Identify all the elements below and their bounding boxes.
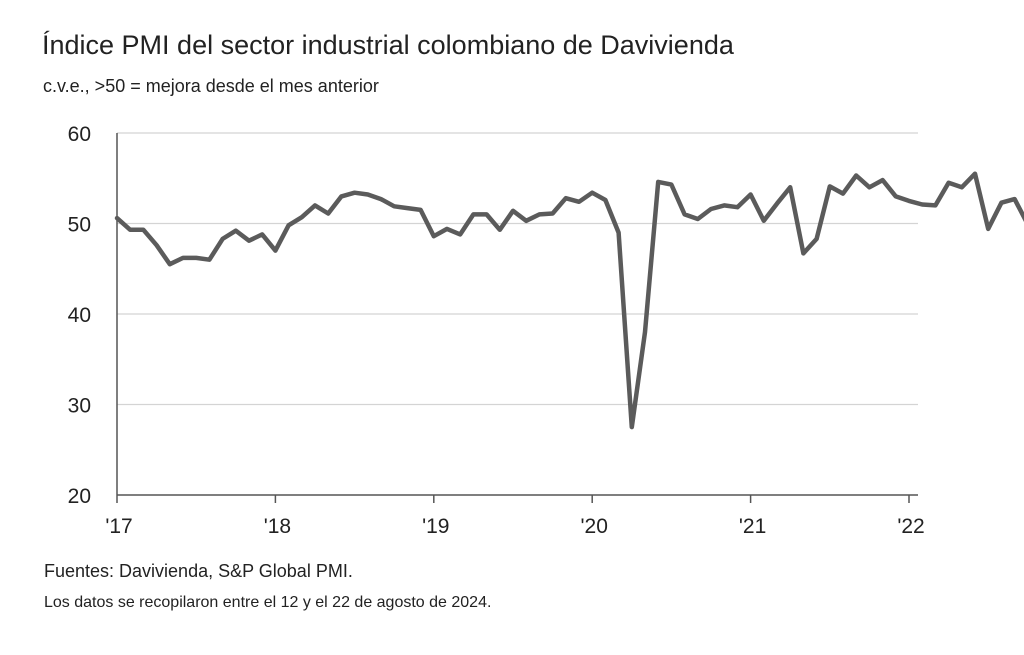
x-tick-label: '17 bbox=[105, 515, 132, 538]
y-tick-label: 40 bbox=[68, 304, 91, 327]
source-note: Fuentes: Davivienda, S&P Global PMI. bbox=[44, 561, 353, 581]
y-tick-label: 60 bbox=[68, 123, 91, 146]
y-tick-label: 30 bbox=[68, 395, 91, 418]
x-tick-label: '22 bbox=[897, 515, 924, 538]
series-line-pmi bbox=[114, 171, 1024, 430]
x-tick-label: '20 bbox=[581, 515, 608, 538]
x-tick-label: '19 bbox=[422, 515, 449, 538]
chart-title: Índice PMI del sector industrial colombi… bbox=[42, 30, 734, 60]
x-tick-label: '21 bbox=[739, 515, 766, 538]
x-tick-label: '18 bbox=[264, 515, 291, 538]
y-tick-label: 50 bbox=[68, 214, 91, 237]
chart-subtitle: c.v.e., >50 = mejora desde el mes anteri… bbox=[43, 76, 379, 96]
collection-note: Los datos se recopilaron entre el 12 y e… bbox=[44, 594, 492, 611]
y-tick-label: 20 bbox=[68, 485, 91, 508]
